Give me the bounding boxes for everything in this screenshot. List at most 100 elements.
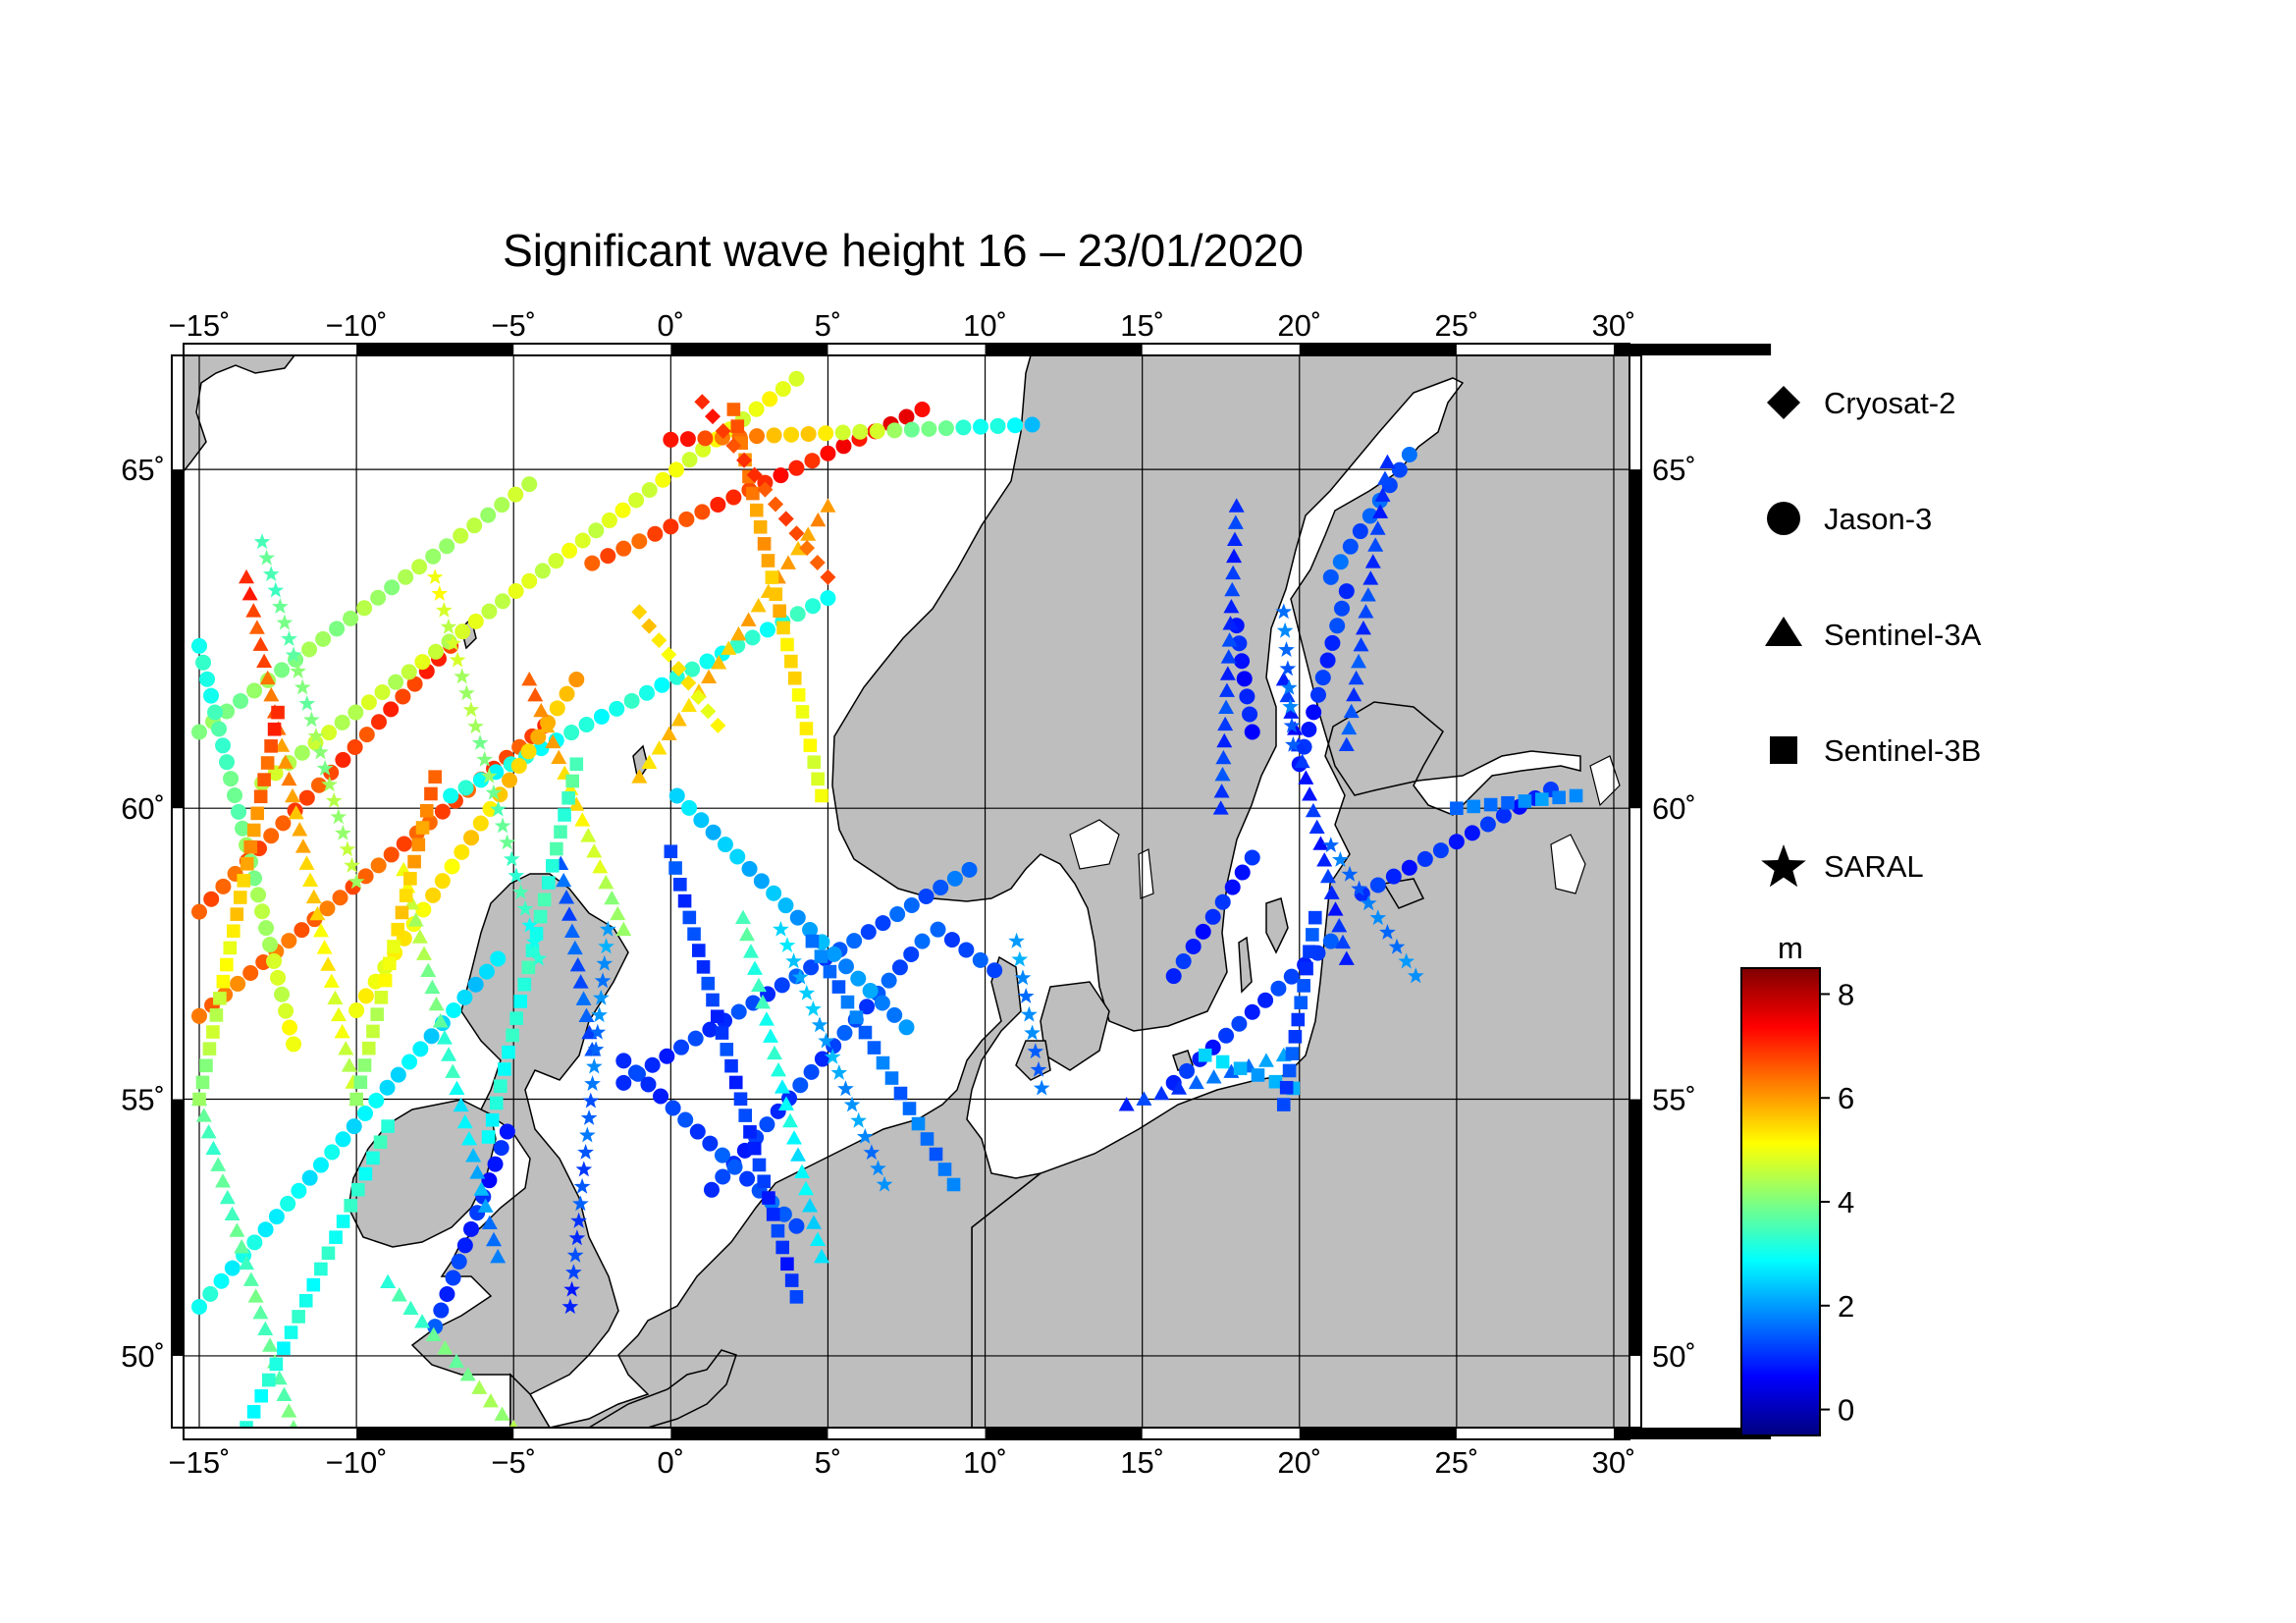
- track-sentinel-3b: [192, 705, 285, 1107]
- latitude-tick-label: 65˚: [1652, 453, 1696, 487]
- track-point: [826, 946, 842, 962]
- track-point: [814, 949, 828, 963]
- track-point: [329, 621, 346, 637]
- track-point: [679, 431, 696, 448]
- track-point: [721, 640, 737, 655]
- track-point: [192, 1092, 206, 1107]
- track-point: [1214, 893, 1231, 910]
- frame-block: [1299, 1428, 1457, 1439]
- track-point: [837, 1080, 854, 1097]
- track-point: [219, 1189, 236, 1205]
- land-zealand: [1040, 981, 1110, 1071]
- track-point: [803, 738, 818, 752]
- track-point: [1534, 792, 1549, 806]
- track-point: [478, 963, 495, 980]
- track-point: [759, 1011, 775, 1026]
- track-point: [972, 418, 988, 435]
- track-cryosat-2: [631, 604, 726, 733]
- track-point: [1224, 581, 1241, 597]
- track-point: [746, 960, 763, 975]
- track-point: [835, 438, 852, 455]
- track-point: [651, 632, 667, 649]
- track-point: [775, 1240, 789, 1255]
- track-point: [348, 1002, 365, 1019]
- track-point: [1351, 653, 1367, 669]
- track-point: [490, 950, 507, 967]
- track-point: [782, 1112, 799, 1128]
- track-point: [1231, 635, 1248, 652]
- track-point: [549, 700, 565, 717]
- track-point: [373, 1135, 388, 1150]
- track-point: [1322, 837, 1340, 853]
- track-point: [1291, 1012, 1306, 1027]
- track-point: [489, 1096, 504, 1110]
- track-point: [258, 920, 275, 937]
- track-point: [1360, 894, 1377, 911]
- colorbar-gradient: [1740, 967, 1821, 1436]
- track-point: [261, 1373, 276, 1387]
- track-point: [316, 759, 334, 776]
- longitude-labels-top: −15˚ −10˚ −5˚ 0˚ 5˚ 10˚ 15˚ 20˚ 25˚ 30˚: [169, 308, 1636, 343]
- track-point: [574, 812, 591, 827]
- frame-block: [670, 344, 828, 355]
- track-point: [270, 969, 287, 986]
- track-point: [216, 974, 231, 989]
- track-point: [456, 1113, 473, 1129]
- track-point: [1372, 504, 1389, 518]
- track-point: [1244, 724, 1260, 740]
- track-point: [1319, 652, 1336, 669]
- track-point: [593, 708, 610, 725]
- track-point: [601, 512, 617, 528]
- track-point: [242, 1271, 259, 1286]
- track-point: [302, 872, 319, 887]
- track-point: [403, 872, 417, 886]
- track-point: [594, 972, 612, 989]
- track-point: [736, 452, 753, 468]
- track-point: [191, 903, 208, 920]
- track-point: [550, 841, 563, 856]
- track-point: [1217, 716, 1234, 731]
- track-point: [614, 502, 631, 518]
- track-sentinel-3a: [553, 855, 601, 1056]
- track-point: [330, 808, 347, 825]
- track-point: [312, 1157, 329, 1173]
- track-point: [989, 417, 1006, 434]
- track-point: [961, 861, 978, 878]
- track-point: [383, 701, 400, 718]
- track-point: [485, 784, 503, 800]
- track-point: [271, 705, 285, 720]
- track-point: [577, 1144, 594, 1160]
- colorbar-unit: m: [1778, 931, 1803, 965]
- track-point: [525, 944, 540, 957]
- track-point: [1219, 666, 1236, 680]
- land-continent: [549, 955, 1041, 1428]
- track-point: [358, 727, 375, 743]
- track-point: [480, 507, 497, 523]
- track-point: [481, 1215, 498, 1230]
- track-point: [1179, 1062, 1196, 1079]
- colorbar-tick-label: 4: [1838, 1185, 1854, 1219]
- track-point: [425, 887, 442, 903]
- track-point: [800, 526, 817, 541]
- longitude-tick-label: −15˚: [169, 1445, 231, 1480]
- track-point: [609, 700, 625, 717]
- track-point: [1218, 1027, 1235, 1044]
- track-point: [574, 532, 591, 549]
- track-point: [391, 922, 405, 937]
- track-point: [753, 873, 770, 890]
- track-point: [284, 1325, 298, 1339]
- track-jason-3: [1228, 618, 1260, 740]
- track-point: [516, 900, 534, 916]
- track-point: [1495, 807, 1512, 824]
- track-point: [250, 806, 264, 821]
- track-point: [787, 671, 802, 685]
- track-point: [775, 1206, 792, 1222]
- track-point: [726, 403, 741, 416]
- track-point: [1294, 996, 1308, 1009]
- track-point: [789, 606, 806, 622]
- track-point: [459, 1367, 476, 1381]
- track-point: [521, 960, 536, 975]
- track-point: [726, 1159, 743, 1175]
- track-point: [406, 676, 423, 692]
- track-point: [396, 836, 412, 852]
